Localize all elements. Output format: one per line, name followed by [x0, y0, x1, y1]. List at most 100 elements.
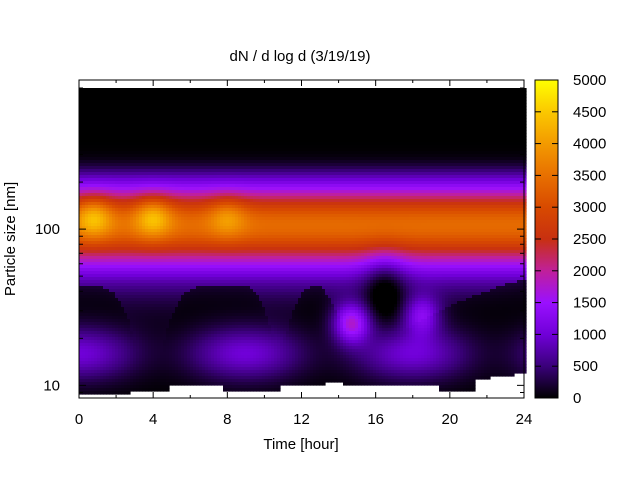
heatmap-cell	[145, 115, 149, 119]
heatmap-cell	[151, 94, 155, 98]
heatmap-cell	[142, 133, 146, 137]
heatmap-cell	[145, 292, 149, 296]
heatmap-cell	[148, 172, 152, 176]
heatmap-cell	[148, 268, 152, 272]
heatmap-cell	[160, 244, 164, 248]
heatmap-cell	[148, 289, 152, 293]
heatmap-cell	[139, 193, 143, 197]
heatmap-cell	[106, 352, 110, 356]
heatmap-cell	[118, 148, 122, 152]
heatmap-cell	[160, 250, 164, 254]
heatmap-cell	[91, 262, 95, 266]
heatmap-cell	[79, 232, 83, 236]
heatmap-cell	[118, 190, 122, 194]
heatmap-cell	[103, 199, 107, 203]
heatmap-cell	[100, 94, 104, 98]
heatmap-cell	[130, 382, 134, 386]
heatmap-cell	[85, 241, 89, 245]
heatmap-cell	[82, 292, 86, 296]
heatmap-cell	[97, 178, 101, 182]
heatmap-cell	[91, 106, 95, 110]
heatmap-cell	[121, 157, 125, 161]
heatmap-cell	[139, 337, 143, 341]
heatmap-cell	[109, 106, 113, 110]
heatmap-cell	[100, 214, 104, 218]
heatmap-cell	[157, 169, 161, 173]
heatmap-cell	[79, 376, 83, 380]
heatmap-cell	[109, 184, 113, 188]
heatmap-cell	[133, 208, 137, 212]
heatmap-cell	[82, 229, 86, 233]
heatmap-cell	[124, 127, 128, 131]
heatmap-cell	[124, 199, 128, 203]
heatmap-cell	[160, 370, 164, 374]
heatmap-cell	[133, 361, 137, 365]
heatmap-cell	[124, 337, 128, 341]
heatmap-cell	[142, 262, 146, 266]
heatmap-cell	[100, 118, 104, 122]
heatmap-cell	[160, 166, 164, 170]
heatmap-cell	[151, 133, 155, 137]
heatmap-cell	[85, 376, 89, 380]
heatmap-cell	[118, 139, 122, 143]
heatmap-cell	[106, 91, 110, 95]
heatmap-cell	[121, 319, 125, 323]
heatmap-cell	[148, 322, 152, 326]
heatmap-cell	[91, 352, 95, 356]
heatmap-cell	[97, 331, 101, 335]
heatmap-cell	[82, 88, 86, 92]
heatmap-cell	[106, 238, 110, 242]
heatmap-cell	[139, 148, 143, 152]
heatmap-cell	[88, 121, 92, 125]
heatmap-cell	[130, 280, 134, 284]
heatmap-cell	[79, 97, 83, 101]
heatmap-cell	[97, 286, 101, 290]
heatmap-cell	[100, 97, 104, 101]
heatmap-cell	[157, 334, 161, 338]
heatmap-cell	[130, 268, 134, 272]
heatmap-cell	[139, 100, 143, 104]
heatmap-cell	[112, 355, 116, 359]
heatmap-cell	[115, 172, 119, 176]
heatmap-cell	[124, 181, 128, 185]
heatmap-cell	[79, 250, 83, 254]
heatmap-cell	[91, 283, 95, 287]
heatmap-cell	[94, 262, 98, 266]
heatmap-cell	[79, 256, 83, 260]
heatmap-cell	[136, 364, 140, 368]
heatmap-cell	[115, 184, 119, 188]
heatmap-cell	[160, 235, 164, 239]
heatmap-cell	[97, 352, 101, 356]
heatmap-cell	[154, 277, 158, 281]
heatmap-cell	[142, 265, 146, 269]
heatmap-cell	[157, 256, 161, 260]
heatmap-cell	[139, 121, 143, 125]
heatmap-cell	[127, 133, 131, 137]
heatmap-cell	[148, 187, 152, 191]
heatmap-cell	[133, 193, 137, 197]
heatmap-cell	[91, 235, 95, 239]
heatmap-cell	[124, 265, 128, 269]
heatmap-cell	[106, 370, 110, 374]
heatmap-cell	[154, 130, 158, 134]
heatmap-cell	[112, 322, 116, 326]
heatmap-cell	[124, 217, 128, 221]
heatmap-cell	[124, 100, 128, 104]
heatmap-cell	[109, 94, 113, 98]
heatmap-cell	[106, 133, 110, 137]
heatmap-cell	[106, 346, 110, 350]
heatmap-cell	[151, 205, 155, 209]
heatmap-cell	[136, 208, 140, 212]
heatmap-cell	[88, 124, 92, 128]
heatmap-cell	[145, 241, 149, 245]
heatmap-cell	[115, 148, 119, 152]
heatmap-cell	[115, 307, 119, 311]
heatmap-cell	[112, 169, 116, 173]
heatmap-cell	[100, 193, 104, 197]
heatmap-cell	[154, 274, 158, 278]
heatmap-cell	[154, 253, 158, 257]
heatmap-cell	[148, 133, 152, 137]
heatmap-cell	[85, 298, 89, 302]
heatmap-cell	[148, 352, 152, 356]
heatmap-cell	[157, 319, 161, 323]
